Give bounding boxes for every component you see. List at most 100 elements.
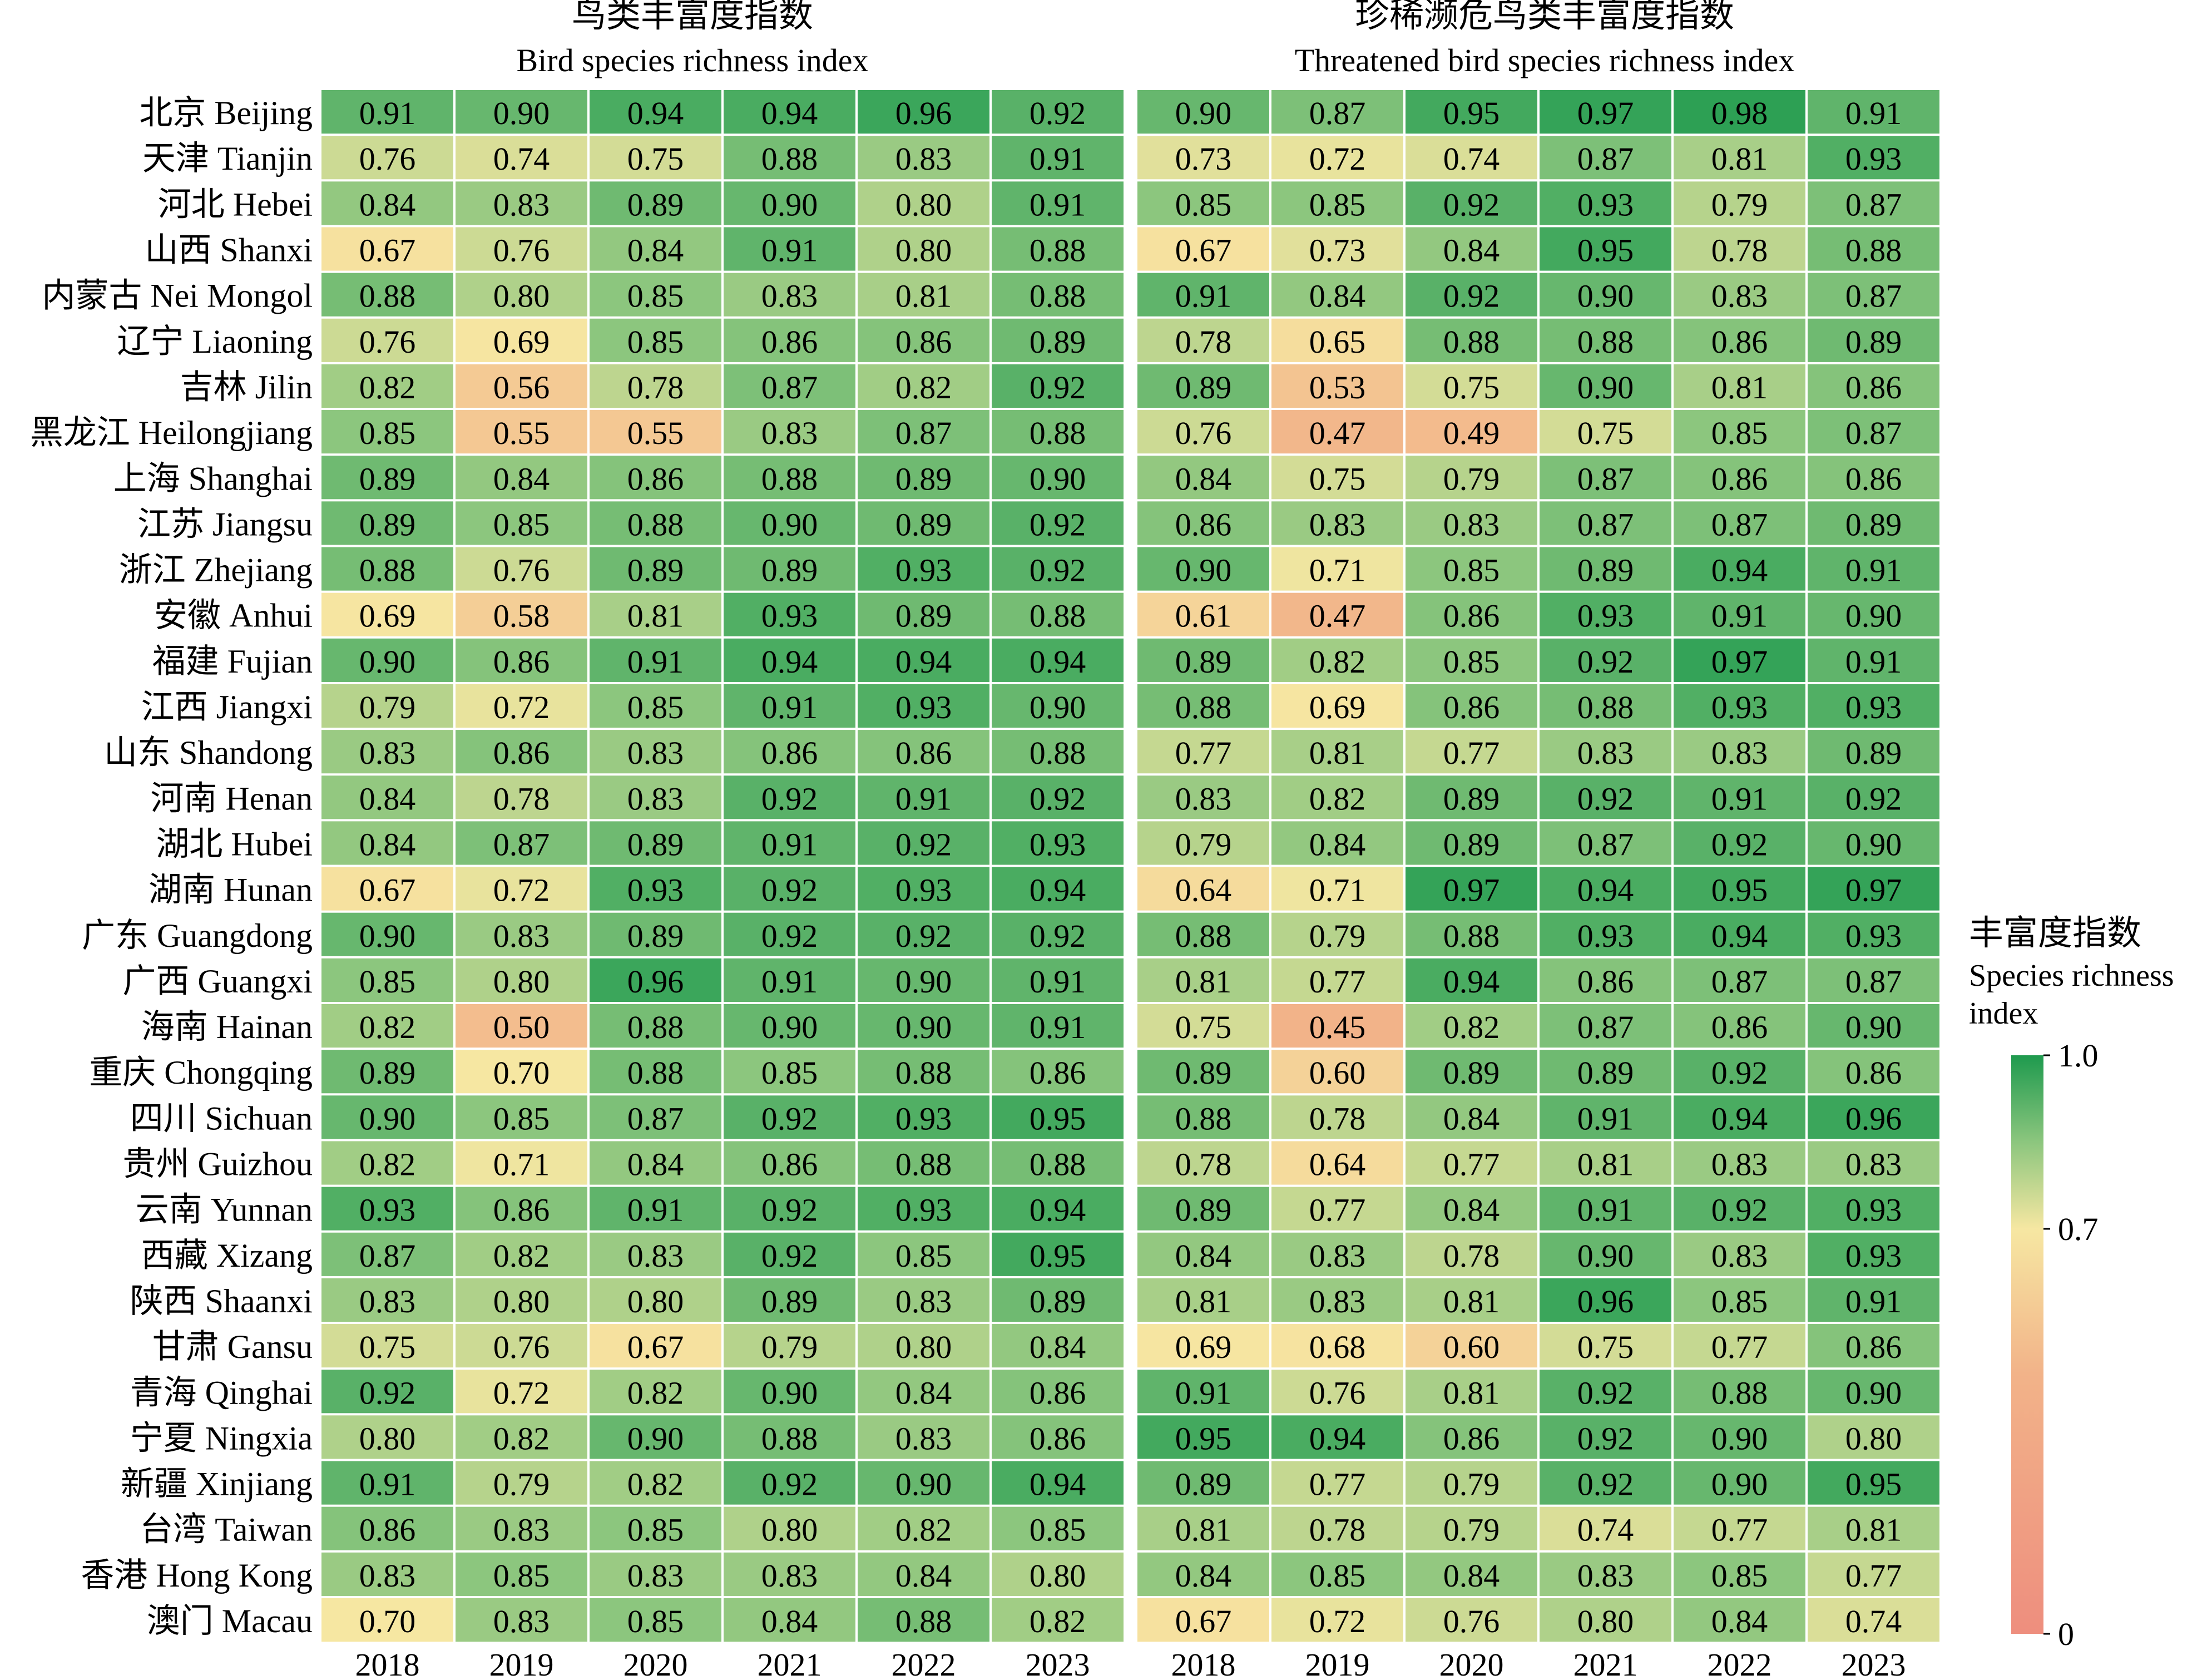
heatmap-cell (1540, 867, 1671, 911)
heatmap-cell (590, 912, 721, 956)
cell-value-label: 0.86 (1175, 506, 1232, 542)
heatmap-cell (1406, 1324, 1537, 1368)
cell-value-label: 0.83 (493, 918, 550, 954)
heatmap-cell (321, 1506, 453, 1550)
heatmap-cell (1137, 1461, 1269, 1505)
cell-value-label: 0.88 (1443, 324, 1500, 360)
heatmap-cell (1137, 592, 1269, 636)
cell-value-label: 0.83 (1577, 735, 1634, 771)
heatmap-cell (1137, 821, 1269, 865)
heatmap-cell (456, 1141, 587, 1185)
province-label: 湖北 Hubei (156, 826, 313, 862)
cell-value-label: 0.84 (1443, 1558, 1500, 1594)
cell-value-label: 0.88 (1030, 1147, 1086, 1183)
heatmap-cell (1808, 1141, 1939, 1185)
cell-value-label: 0.47 (1309, 598, 1366, 634)
heatmap-cell (1540, 1370, 1671, 1414)
cell-value-label: 0.97 (1577, 95, 1634, 131)
cell-value-label: 0.95 (1845, 1466, 1902, 1503)
heatmap-cell (992, 501, 1124, 545)
heatmap-cell (321, 1004, 453, 1048)
cell-value-label: 0.81 (1845, 1512, 1902, 1548)
cell-value-label: 0.90 (895, 963, 952, 1000)
heatmap-cell (321, 1050, 453, 1094)
cell-value-label: 0.93 (895, 552, 952, 589)
cell-value-label: 0.87 (1845, 186, 1902, 223)
heatmap-cell (1137, 181, 1269, 225)
cell-value-label: 0.86 (493, 1192, 550, 1228)
cell-value-label: 0.77 (1845, 1558, 1902, 1594)
heatmap-cell (1137, 1552, 1269, 1596)
heatmap-cell (1271, 1187, 1403, 1231)
heatmap-cell (992, 227, 1124, 271)
heatmap-cell (1674, 1461, 1805, 1505)
heatmap-cell (724, 775, 855, 819)
heatmap-cell (858, 867, 989, 911)
heatmap-cell (1808, 1050, 1939, 1094)
heatmap-cell (724, 867, 855, 911)
cell-value-label: 0.70 (359, 1603, 416, 1639)
cell-value-label: 0.90 (359, 918, 416, 954)
cell-value-label: 0.90 (1711, 1420, 1768, 1456)
heatmap-cell (858, 547, 989, 591)
cell-value-label: 0.67 (1175, 1603, 1232, 1639)
heatmap-cell (456, 684, 587, 728)
year-tick-label: 2021 (1573, 1647, 1638, 1680)
heatmap-cell (724, 410, 855, 454)
cell-value-label: 0.86 (1577, 963, 1634, 1000)
cell-value-label: 0.80 (627, 1283, 684, 1320)
heatmap-cell (321, 181, 453, 225)
heatmap-cell (456, 1415, 587, 1459)
cell-value-label: 0.88 (895, 1603, 952, 1639)
cell-value-label: 0.90 (1175, 95, 1232, 131)
cell-value-label: 0.90 (761, 506, 818, 542)
cell-value-label: 0.86 (1030, 1420, 1086, 1456)
cell-value-label: 0.92 (1577, 1420, 1634, 1456)
heatmap-cell (1137, 867, 1269, 911)
cell-value-label: 0.94 (1030, 644, 1086, 680)
cell-value-label: 0.75 (1309, 461, 1366, 497)
cell-value-label: 0.92 (1443, 278, 1500, 314)
cell-value-label: 0.88 (1175, 689, 1232, 725)
province-label: 广西 Guangxi (122, 963, 313, 1000)
province-label: 新疆 Xinjiang (121, 1466, 313, 1503)
cell-value-label: 0.83 (1845, 1147, 1902, 1183)
heatmap-cell (456, 410, 587, 454)
cell-value-label: 0.93 (895, 1100, 952, 1137)
heatmap-cell (992, 318, 1124, 362)
heatmap-cell (321, 90, 453, 134)
province-label: 香港 Hong Kong (81, 1557, 313, 1594)
cell-value-label: 0.94 (1030, 1466, 1086, 1503)
heatmap-cell (858, 456, 989, 500)
cell-value-label: 0.91 (1175, 278, 1232, 314)
heatmap-cell (590, 730, 721, 774)
heatmap-cell (456, 1187, 587, 1231)
cell-value-label: 0.94 (761, 95, 818, 131)
cell-value-label: 0.94 (895, 644, 952, 680)
cell-value-label: 0.86 (761, 324, 818, 360)
cell-value-label: 0.95 (1577, 233, 1634, 269)
heatmap-cell (1674, 1095, 1805, 1139)
heatmap-cell (1674, 547, 1805, 591)
cell-value-label: 0.79 (1443, 461, 1500, 497)
cell-value-label: 0.93 (1845, 918, 1902, 954)
heatmap-cell (321, 318, 453, 362)
heatmap-cell (992, 638, 1124, 682)
cell-value-label: 0.89 (1175, 644, 1232, 680)
heatmap-cell (1137, 1050, 1269, 1094)
heatmap-cell (321, 775, 453, 819)
cell-value-label: 0.83 (761, 415, 818, 451)
heatmap-cell (1271, 181, 1403, 225)
heatmap-cell (321, 1232, 453, 1276)
cell-value-label: 0.89 (1845, 506, 1902, 542)
cell-value-label: 0.85 (1443, 552, 1500, 589)
heatmap-cell (1808, 1370, 1939, 1414)
heatmap-cell (1137, 547, 1269, 591)
cell-value-label: 0.80 (895, 1329, 952, 1365)
heatmap-cell (992, 136, 1124, 180)
heatmap-cell (724, 1461, 855, 1505)
heatmap-cell (590, 958, 721, 1002)
heatmap-cell (321, 1461, 453, 1505)
cell-value-label: 0.76 (493, 552, 550, 589)
cell-value-label: 0.79 (493, 1466, 550, 1503)
